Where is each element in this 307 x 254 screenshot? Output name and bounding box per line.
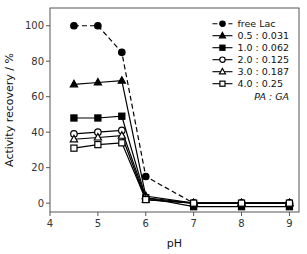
data-point (190, 199, 197, 205)
legend-label: 0.5 : 0.031 (237, 30, 289, 41)
y-axis-label: Activity recovery / % (3, 53, 16, 167)
x-tick (193, 212, 194, 216)
data-point (286, 199, 293, 205)
y-tick (46, 167, 50, 168)
data-point (190, 200, 196, 206)
x-tick (289, 212, 290, 216)
data-point (191, 200, 197, 206)
data-point (71, 22, 77, 28)
data-point (190, 199, 197, 205)
x-tick (50, 212, 51, 216)
data-point (71, 145, 77, 151)
data-point (143, 197, 149, 203)
series-line (74, 143, 289, 203)
legend-marker (219, 32, 225, 37)
plot-area (70, 22, 293, 209)
series-line (74, 81, 289, 203)
data-point (71, 115, 77, 121)
data-point (95, 142, 101, 148)
legend-label: 4.0 : 0.25 (237, 78, 283, 89)
data-point (286, 199, 293, 205)
y-tick (46, 61, 50, 62)
y-tick-label: 100 (25, 20, 44, 31)
x-tick-label: 5 (95, 218, 101, 229)
y-tick-label: 80 (31, 56, 44, 67)
data-point (286, 200, 292, 206)
data-point (238, 200, 244, 206)
legend-marker (219, 68, 225, 73)
x-axis-label: pH (167, 237, 182, 250)
y-tick (46, 96, 50, 97)
data-point (238, 200, 244, 206)
x-tick (97, 212, 98, 216)
series-line (74, 116, 289, 206)
x-tick (145, 212, 146, 216)
chart: 4 5 6 7 8 9 0 20 40 60 80 100 pH Activity recovery / … (0, 0, 307, 254)
x-tick-label: 8 (238, 218, 244, 229)
data-point (119, 49, 125, 55)
legend: free Lac0.5 : 0.0311.0 : 0.0622.0 : 0.12… (208, 14, 293, 106)
y-tick-label: 0 (38, 198, 44, 209)
data-point (95, 22, 101, 28)
x-tick-label: 7 (190, 218, 196, 229)
legend-label: 1.0 : 0.062 (237, 42, 289, 53)
y-tick (46, 203, 50, 204)
data-point (286, 200, 292, 206)
y-tick (46, 132, 50, 133)
data-point (238, 199, 245, 205)
data-point (142, 196, 149, 202)
data-point (70, 80, 77, 86)
data-point (143, 173, 149, 179)
x-tick-label: 6 (143, 218, 149, 229)
series-line (74, 26, 289, 203)
x-tick-label: 9 (286, 218, 292, 229)
legend-label: 3.0 : 0.187 (237, 66, 289, 77)
series-line (74, 136, 289, 203)
legend-label: free Lac (237, 18, 275, 29)
plot-frame (50, 8, 299, 212)
data-point (119, 113, 125, 119)
data-point (190, 200, 196, 206)
legend-marker (220, 57, 225, 62)
legend-label: 2.0 : 0.125 (237, 54, 289, 65)
y-tick (46, 25, 50, 26)
data-point (238, 200, 244, 206)
annotation: PA : GA (254, 91, 289, 102)
series-line (74, 130, 289, 203)
data-point (238, 199, 245, 205)
y-tick-label: 40 (31, 127, 44, 138)
x-tick-label: 4 (47, 218, 53, 229)
data-point (286, 200, 292, 206)
data-point (118, 132, 125, 138)
legend-marker (220, 81, 225, 86)
x-tick (241, 212, 242, 216)
y-tick-label: 60 (31, 91, 44, 102)
legend-marker (220, 21, 225, 26)
data-point (95, 115, 101, 121)
data-point (118, 77, 125, 83)
data-point (94, 134, 101, 140)
y-tick-label: 20 (31, 162, 44, 173)
data-point (119, 140, 125, 146)
data-point (94, 79, 101, 85)
legend-marker (220, 45, 225, 50)
legend-background (208, 14, 293, 106)
data-point (70, 135, 77, 141)
